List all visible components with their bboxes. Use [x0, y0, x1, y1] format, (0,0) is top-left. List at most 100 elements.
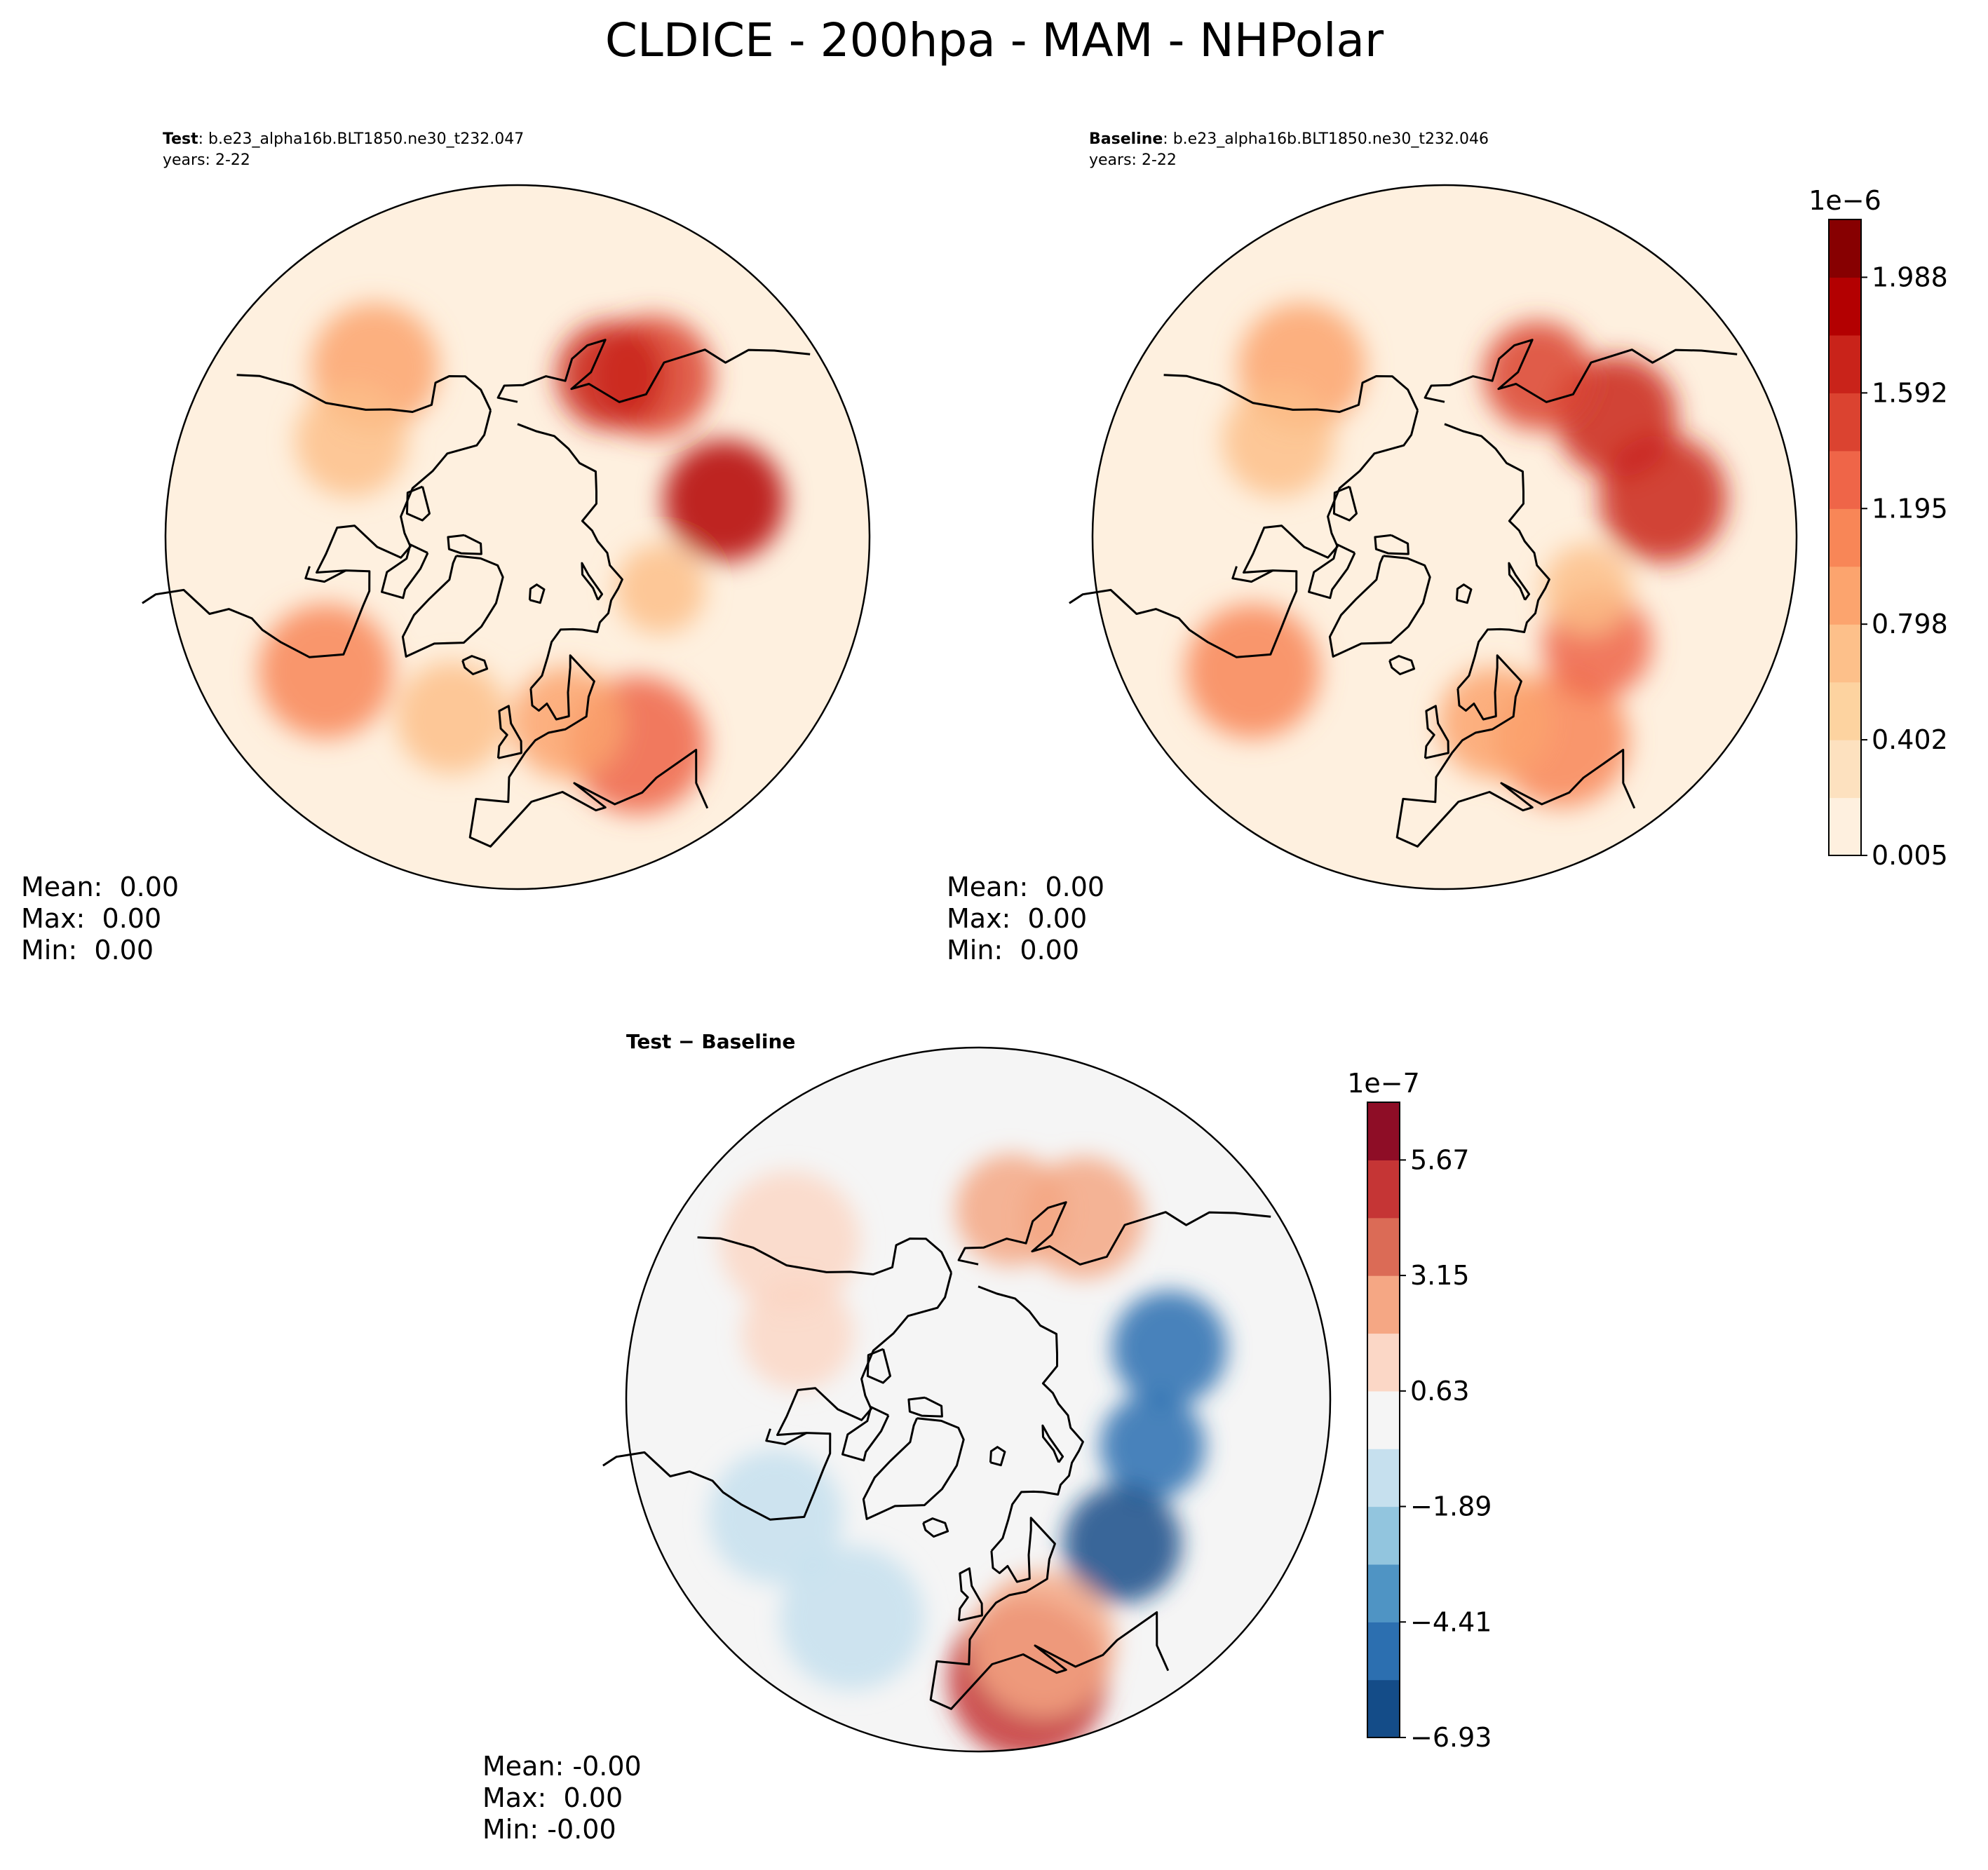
- diff-field-blob: [955, 1154, 1068, 1266]
- diff-coastline-pacific-asia: [957, 1201, 1271, 1266]
- diff-colorbar-swatch: [1367, 1564, 1400, 1622]
- diff-map-boundary: [625, 1046, 1332, 1753]
- baseline-field-blob: [1185, 604, 1320, 739]
- test-panel-years: years: 2-22: [163, 151, 250, 169]
- baseline-panel-years: years: 2-22: [1089, 151, 1177, 169]
- diff-coastline-novaya-zemlya: [1041, 1424, 1064, 1463]
- diff-colorbar-swatch: [1367, 1506, 1400, 1565]
- diff-coastline-uk: [957, 1567, 983, 1622]
- baseline-colorbar-swatch: [1829, 508, 1861, 567]
- test-panel: Test: b.e23_alpha16b.BLT1850.ne30_t232.0…: [21, 130, 871, 966]
- diff-coastline-alaska-pacific: [697, 1236, 952, 1275]
- baseline-title-bold: Baseline: [1089, 130, 1163, 148]
- baseline-field-blob: [1542, 544, 1632, 634]
- baseline-coastline-ellesmere: [1374, 534, 1409, 555]
- test-map: [142, 184, 871, 890]
- baseline-colorbar-swatch: [1829, 682, 1861, 740]
- baseline-title-case: : b.e23_alpha16b.BLT1850.ne30_t232.046: [1163, 130, 1489, 148]
- diff-colorbar-swatch: [1367, 1217, 1400, 1276]
- baseline-colorbar-swatch: [1829, 797, 1861, 856]
- diff-colorbar-swatch: [1367, 1622, 1400, 1681]
- diff-colorbar-swatch: [1367, 1449, 1400, 1507]
- test-map-boundary: [164, 184, 871, 890]
- diff-coastline-hudson-east: [765, 1428, 807, 1446]
- test-stats-max: Max: 0.00: [21, 903, 161, 934]
- test-coastlines: [142, 339, 811, 848]
- test-field-blob: [295, 385, 407, 497]
- diff-colorbar-swatch: [1367, 1275, 1400, 1334]
- test-field-blob: [556, 321, 665, 431]
- baseline-colorbar-frame: [1828, 219, 1862, 856]
- diff-coastline-greenland: [862, 1417, 965, 1520]
- baseline-contour-field: [1185, 303, 1727, 807]
- baseline-colorbar-swatch: [1829, 219, 1861, 278]
- diff-contour-field: [708, 1154, 1227, 1752]
- baseline-colorbar: 0.005 0.402 0.798 1.195 1.592 1.988 1e−6: [1808, 185, 1948, 871]
- baseline-colorbar-exponent: 1e−6: [1808, 185, 1881, 216]
- diff-stats-max: Max: 0.00: [482, 1782, 623, 1813]
- baseline-colorbar-swatch: [1829, 393, 1861, 452]
- baseline-coastline-victoria: [1332, 485, 1358, 522]
- test-coastline-greenland: [401, 555, 504, 658]
- baseline-coastline-svalbard: [1455, 583, 1473, 604]
- baseline-coastline-north-america: [1069, 409, 1419, 658]
- diff-colorbar-swatch: [1367, 1390, 1400, 1449]
- diff-coastline-scandinavia-south: [929, 1517, 1170, 1710]
- diff-colorbar-swatch: [1367, 1160, 1400, 1219]
- test-coastline-eurasia-arctic: [517, 423, 623, 689]
- diff-panel-title: Test − Baseline: [626, 1030, 795, 1053]
- diff-coastline-eurasia-arctic: [978, 1285, 1084, 1552]
- baseline-colorbar-label: 0.798: [1872, 609, 1948, 639]
- diff-coastline-svalbard: [989, 1446, 1006, 1467]
- diff-coastline-iceland: [922, 1517, 949, 1538]
- baseline-colorbar-swatch: [1829, 740, 1861, 799]
- diff-field-blob: [1063, 1484, 1182, 1604]
- test-stats-mean: Mean: 0.00: [21, 872, 179, 902]
- diff-colorbar-label: −1.89: [1410, 1491, 1492, 1522]
- test-coastline-uk: [496, 705, 522, 759]
- diff-colorbar-swatch: [1367, 1333, 1400, 1392]
- diff-colorbar-exponent: 1e−7: [1347, 1068, 1420, 1099]
- test-coastline-iceland: [461, 655, 489, 675]
- baseline-colorbar-swatch: [1829, 334, 1861, 393]
- baseline-coastline-uk: [1424, 705, 1449, 759]
- diff-panel: Test − Baseline Mean: -0.00 Max: 0.00 Mi…: [482, 1030, 1492, 1845]
- diff-coastline-baffin: [841, 1406, 890, 1462]
- diff-colorbar-frame: [1367, 1102, 1400, 1738]
- baseline-colorbar-swatch: [1829, 624, 1861, 683]
- baseline-coastline-iceland: [1388, 655, 1416, 675]
- diff-colorbar: −6.93 −4.41 −1.89 0.63 3.15 5.67 1e−7: [1347, 1068, 1492, 1753]
- diff-field-blob: [971, 1571, 1116, 1716]
- baseline-coastlines: [1069, 339, 1738, 848]
- test-coastline-victoria: [405, 485, 431, 522]
- test-field-blob: [615, 544, 705, 634]
- baseline-colorbar-swatch: [1829, 277, 1861, 336]
- test-contour-field: [258, 303, 785, 814]
- test-stats-min: Min: 0.00: [21, 935, 154, 966]
- baseline-coastline-alaska-pacific: [1163, 374, 1419, 413]
- diff-field-blob: [780, 1546, 924, 1691]
- baseline-field-blobs: [1185, 303, 1727, 807]
- baseline-colorbar-label: 1.195: [1872, 493, 1948, 524]
- diff-colorbar-swatch: [1367, 1102, 1400, 1160]
- baseline-colorbar-swatch: [1829, 450, 1861, 509]
- baseline-coastline-scandinavia-south: [1395, 654, 1636, 848]
- test-coastline-novaya-zemlya: [581, 562, 604, 601]
- test-field-blobs: [258, 303, 785, 814]
- test-coastline-hudson-east: [304, 566, 346, 583]
- diff-field-blob: [1111, 1290, 1227, 1406]
- baseline-panel-title: Baseline: b.e23_alpha16b.BLT1850.ne30_t2…: [1089, 130, 1489, 148]
- test-field-blob: [663, 440, 785, 562]
- diff-colorbar-swatch: [1367, 1679, 1400, 1738]
- diff-colorbar-label: −4.41: [1410, 1606, 1492, 1637]
- baseline-panel: Baseline: b.e23_alpha16b.BLT1850.ne30_t2…: [947, 130, 1948, 966]
- test-coastline-scandinavia-south: [468, 654, 709, 848]
- diff-coastline-ellesmere: [907, 1396, 943, 1418]
- diff-colorbar-label: −6.93: [1410, 1722, 1492, 1753]
- baseline-coastline-hudson-east: [1231, 566, 1273, 583]
- baseline-colorbar-label: 0.402: [1872, 724, 1948, 755]
- baseline-coastline-eurasia-arctic: [1444, 423, 1550, 689]
- baseline-field-blob: [1222, 385, 1334, 497]
- test-field-blob: [258, 604, 393, 739]
